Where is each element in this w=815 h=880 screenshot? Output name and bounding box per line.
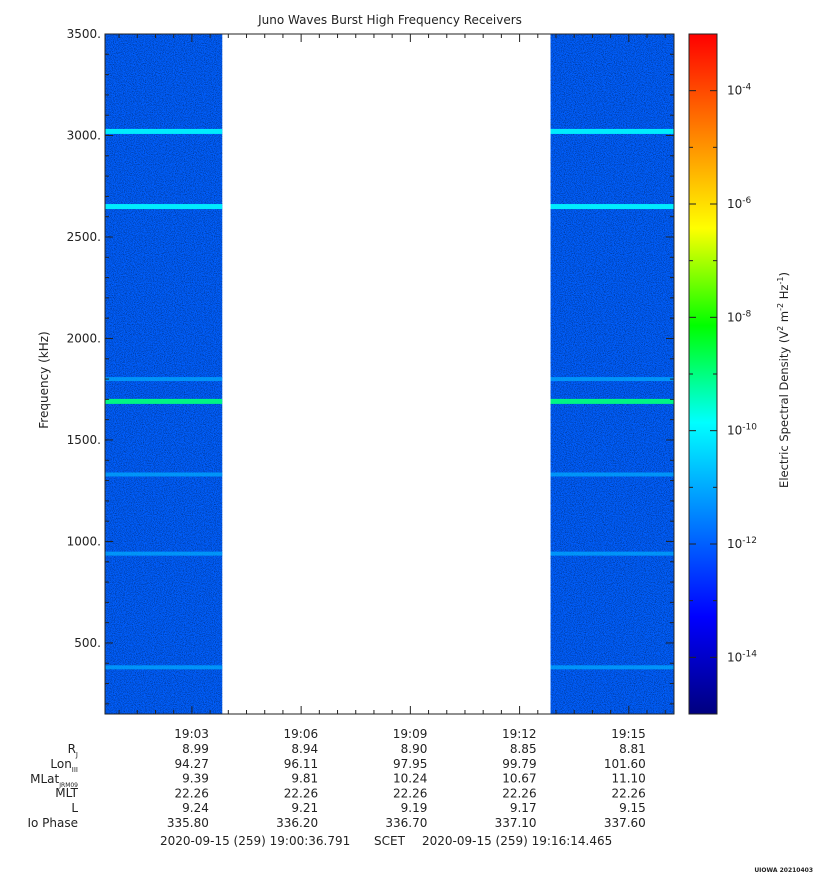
emission-line-2-3 — [550, 377, 674, 382]
ephemeris-values: 8.9994.279.3922.269.24335.808.9496.119.8… — [167, 742, 646, 830]
label-mlt: MLT — [55, 786, 78, 800]
emission-line-2-6 — [550, 551, 674, 556]
label-rj: RJ — [68, 742, 78, 759]
noise-texture-2 — [550, 34, 674, 714]
ephemeris-value: 9.15 — [619, 801, 646, 815]
ephemeris-value: 9.21 — [291, 801, 318, 815]
plot-frame — [104, 33, 675, 715]
ephemeris-value: 11.10 — [611, 772, 645, 786]
x-tick-label: 19:15 — [611, 727, 646, 741]
y-tick-label: 1500. — [67, 433, 101, 447]
ephemeris-value: 337.10 — [495, 816, 537, 830]
y-axis: 500. 1000. 1500. 2000. 2500. 3000. 3500. — [67, 27, 674, 705]
footer: 2020-09-15 (259) 19:00:36.791 SCET 2020-… — [160, 834, 813, 874]
colorbar-label: Electric Spectral Density (V2 m-2 Hz-1) — [776, 272, 791, 488]
ephemeris-value: 96.11 — [284, 757, 318, 771]
x-tick-label: 19:09 — [393, 727, 428, 741]
colorbar-tick-label: 10-10 — [727, 423, 757, 438]
ephemeris-value: 8.90 — [401, 742, 428, 756]
label-mlat: MLatJRM09 — [30, 772, 78, 789]
ephemeris-value: 22.26 — [175, 786, 209, 800]
y-tick-label: 3000. — [67, 128, 101, 142]
emission-line-2-1 — [550, 128, 674, 134]
noise-texture-1 — [104, 34, 223, 714]
ephemeris-value: 22.26 — [611, 786, 645, 800]
ephemeris-value: 8.99 — [182, 742, 209, 756]
ephemeris-value: 9.17 — [510, 801, 537, 815]
emission-line-1-1 — [104, 128, 223, 134]
colorbar — [688, 33, 718, 715]
y-axis-label: Frequency (kHz) — [37, 331, 51, 428]
colorbar-ticks: 10-14 10-12 10-10 10-8 10-6 10-4 — [689, 33, 757, 715]
label-lon: LonIII — [50, 757, 78, 774]
x-axis: 19:03 19:06 19:09 19:12 19:15 — [118, 34, 666, 741]
colorbar-tick-label: 10-14 — [727, 649, 757, 664]
y-tick-label: 2500. — [67, 230, 101, 244]
ephemeris-value: 22.26 — [502, 786, 536, 800]
ephemeris-value: 9.39 — [182, 772, 209, 786]
emission-line-2-4 — [550, 398, 674, 404]
emission-line-1-4 — [104, 398, 223, 404]
x-tick-label: 19:03 — [174, 727, 209, 741]
label-l: L — [71, 801, 78, 815]
colorbar-tick-label: 10-6 — [727, 196, 752, 211]
ephemeris-value: 8.81 — [619, 742, 646, 756]
ephemeris-value: 9.24 — [182, 801, 209, 815]
chart-title: Juno Waves Burst High Frequency Receiver… — [257, 13, 522, 27]
x-tick-label: 19:06 — [284, 727, 319, 741]
emission-line-2-7 — [550, 665, 674, 670]
ephemeris-value: 9.19 — [401, 801, 428, 815]
ephemeris-value: 336.20 — [276, 816, 318, 830]
colorbar-tick-label: 10-8 — [727, 309, 752, 324]
time-range-start: 2020-09-15 (259) 19:00:36.791 — [160, 834, 350, 848]
emission-line-1-7 — [104, 665, 223, 670]
ephemeris-value: 99.79 — [502, 757, 536, 771]
y-tick-label: 1000. — [67, 534, 101, 548]
ephemeris-value: 10.24 — [393, 772, 427, 786]
emission-line-2-5 — [550, 472, 674, 477]
ephemeris-value: 336.70 — [385, 816, 427, 830]
ephemeris-value: 335.80 — [167, 816, 209, 830]
y-tick-label: 3500. — [67, 27, 101, 41]
emission-line-1-5 — [104, 472, 223, 477]
ephemeris-labels: RJ LonIII MLatJRM09 MLT L Io Phase — [27, 742, 78, 830]
emission-line-1-6 — [104, 551, 223, 556]
ephemeris-value: 8.94 — [291, 742, 318, 756]
x-tick-label: 19:12 — [502, 727, 537, 741]
ephemeris-value: 10.67 — [502, 772, 536, 786]
time-range-end: 2020-09-15 (259) 19:16:14.465 — [422, 834, 612, 848]
ephemeris-value: 337.60 — [604, 816, 646, 830]
ephemeris-value: 94.27 — [175, 757, 209, 771]
scet-label: SCET — [374, 834, 406, 848]
emission-line-1-3 — [104, 377, 223, 382]
colorbar-tick-label: 10-4 — [727, 83, 752, 98]
ephemeris-value: 97.95 — [393, 757, 427, 771]
emission-line-2-2 — [550, 204, 674, 210]
y-tick-label: 500. — [74, 636, 101, 650]
ephemeris-value: 8.85 — [510, 742, 537, 756]
label-io-phase: Io Phase — [27, 816, 78, 830]
ephemeris-value: 9.81 — [291, 772, 318, 786]
emission-lines — [104, 128, 674, 670]
spectrogram-data-panels — [104, 34, 674, 714]
emission-line-1-2 — [104, 204, 223, 210]
uiowa-stamp: UIOWA 20210403 — [754, 867, 813, 874]
ephemeris-value: 101.60 — [604, 757, 646, 771]
colorbar-tick-label: 10-12 — [727, 536, 757, 551]
y-tick-label: 2000. — [67, 331, 101, 345]
ephemeris-value: 22.26 — [393, 786, 427, 800]
ephemeris-value: 22.26 — [284, 786, 318, 800]
